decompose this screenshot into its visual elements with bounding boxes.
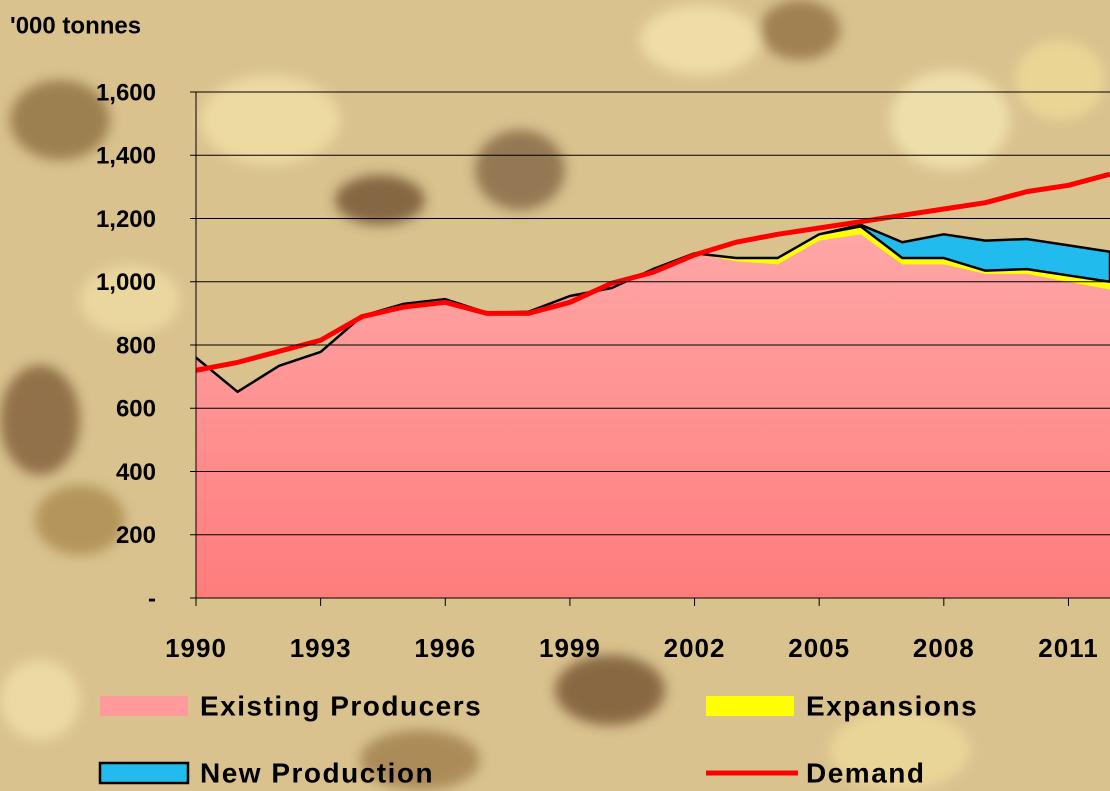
y-tick-label: 200 [116,522,156,549]
y-tick-label: - [148,585,156,612]
y-tick-label: 800 [116,332,156,359]
x-tick-label: 1990 [165,633,227,663]
legend-label: Existing Producers [200,690,482,721]
legend-swatch [100,696,188,716]
x-tick-label: 2005 [788,633,850,663]
y-tick-label: 400 [116,459,156,486]
legend-swatch [100,763,188,783]
x-tick-label: 2011 [1038,633,1098,663]
legend-swatch [706,696,794,716]
y-tick-label: 1,600 [96,79,156,106]
x-tick-label: 1996 [414,633,476,663]
legend-label: Expansions [806,690,978,721]
y-tick-label: 1,200 [96,206,156,233]
y-tick-label: 1,400 [96,143,156,170]
y-tick-label: 600 [116,396,156,423]
y-axis-label: '000 tonnes [10,12,141,39]
x-tick-label: 2008 [913,633,975,663]
x-tick-label: 2002 [664,633,726,663]
chart: '000 tonnes - 200 400 600 800 1,000 1,200 1,400… [0,0,1110,791]
x-tick-label: 1999 [539,633,601,663]
x-tick-label: 1993 [290,633,352,663]
y-tick-label: 1,000 [96,269,156,296]
legend-label: New Production [200,757,434,788]
legend-label: Demand [806,757,925,788]
